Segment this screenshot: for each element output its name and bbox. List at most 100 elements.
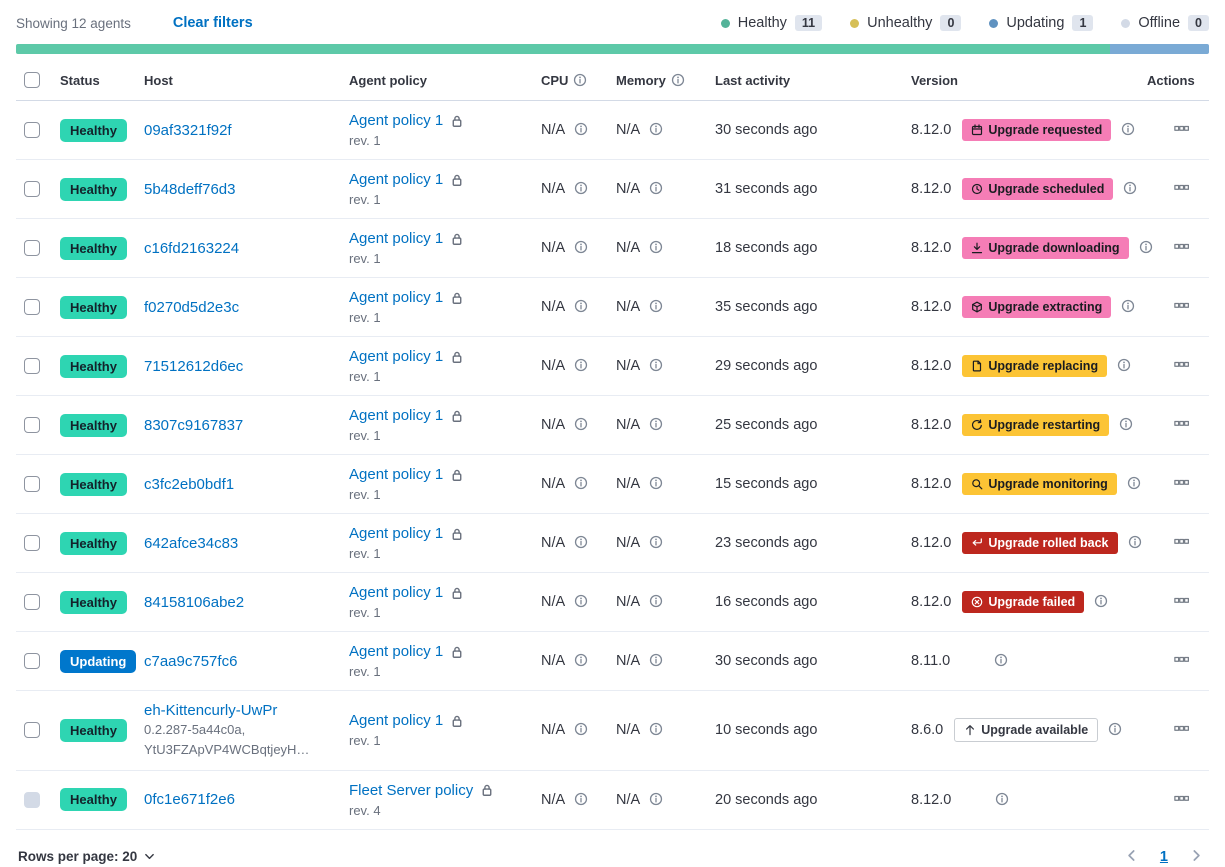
actions-button[interactable] (1170, 176, 1193, 202)
cpu-info-icon[interactable] (574, 653, 588, 667)
cpu-info-icon[interactable] (574, 722, 588, 736)
memory-header-info-icon[interactable] (671, 73, 685, 87)
status-badge: Healthy (60, 177, 127, 201)
actions-button[interactable] (1170, 717, 1193, 743)
row-checkbox[interactable] (24, 417, 40, 433)
host-link[interactable]: c7aa9c757fc6 (144, 652, 238, 670)
column-header-actions: Actions (1147, 59, 1209, 101)
host-link[interactable]: c16fd2163224 (144, 239, 240, 257)
row-checkbox[interactable] (24, 594, 40, 610)
upgrade-info-icon[interactable] (1128, 535, 1142, 549)
select-all-checkbox[interactable] (24, 72, 40, 88)
agent-policy-link[interactable]: Agent policy 1 (349, 466, 444, 483)
host-link[interactable]: c3fc2eb0bdf1 (144, 475, 235, 493)
actions-button[interactable] (1170, 530, 1193, 556)
row-checkbox[interactable] (24, 299, 40, 315)
cpu-info-icon[interactable] (574, 417, 588, 431)
host-link[interactable]: 642afce34c83 (144, 534, 239, 552)
row-checkbox[interactable] (24, 535, 40, 551)
upgrade-info-icon[interactable] (994, 653, 1008, 667)
cpu-info-icon[interactable] (574, 594, 588, 608)
row-checkbox[interactable] (24, 476, 40, 492)
agent-policy-link[interactable]: Agent policy 1 (349, 643, 444, 660)
agent-policy-link[interactable]: Agent policy 1 (349, 407, 444, 424)
actions-button[interactable] (1170, 589, 1193, 615)
agent-policy-link[interactable]: Agent policy 1 (349, 289, 444, 306)
upgrade-info-icon[interactable] (1121, 122, 1135, 136)
agent-policy-link[interactable]: Agent policy 1 (349, 230, 444, 247)
host-link[interactable]: 84158106abe2 (144, 593, 245, 611)
upgrade-info-icon[interactable] (995, 792, 1009, 806)
agent-policy-link[interactable]: Agent policy 1 (349, 712, 444, 730)
previous-page-button[interactable] (1121, 847, 1142, 867)
memory-info-icon[interactable] (649, 181, 663, 195)
actions-button[interactable] (1170, 471, 1193, 497)
memory-info-icon[interactable] (649, 417, 663, 431)
memory-info-icon[interactable] (649, 535, 663, 549)
row-checkbox[interactable] (24, 653, 40, 669)
actions-button[interactable] (1170, 412, 1193, 438)
row-checkbox[interactable] (24, 122, 40, 138)
cpu-info-icon[interactable] (574, 535, 588, 549)
clear-filters-button[interactable]: Clear filters (172, 15, 253, 31)
memory-info-icon[interactable] (649, 722, 663, 736)
agent-policy-link[interactable]: Agent policy 1 (349, 171, 444, 188)
memory-info-icon[interactable] (649, 792, 663, 806)
upgrade-info-icon[interactable] (1117, 358, 1131, 372)
upgrade-info-icon[interactable] (1094, 594, 1108, 608)
memory-info-icon[interactable] (649, 358, 663, 372)
agent-policy-link[interactable]: Agent policy 1 (349, 348, 444, 365)
upgrade-info-icon[interactable] (1121, 299, 1135, 313)
agent-policy-link[interactable]: Agent policy 1 (349, 112, 444, 129)
cpu-info-icon[interactable] (574, 122, 588, 136)
row-checkbox[interactable] (24, 358, 40, 374)
agent-policy-link[interactable]: Agent policy 1 (349, 525, 444, 542)
memory-info-icon[interactable] (649, 299, 663, 313)
upgrade-info-icon[interactable] (1108, 722, 1122, 736)
memory-info-icon[interactable] (649, 653, 663, 667)
next-page-button[interactable] (1186, 847, 1207, 867)
actions-button[interactable] (1170, 353, 1193, 379)
actions-button[interactable] (1170, 294, 1193, 320)
agent-status-bar (16, 44, 1209, 54)
actions-button[interactable] (1170, 235, 1193, 261)
cpu-info-icon[interactable] (574, 792, 588, 806)
host-link[interactable]: 09af3321f92f (144, 121, 232, 139)
page-1-button[interactable]: 1 (1156, 847, 1172, 867)
host-link[interactable]: 5b48deff76d3 (144, 180, 236, 198)
row-checkbox[interactable] (24, 722, 40, 739)
upgrade-status-badge: Upgrade failed (962, 591, 1085, 613)
upgrade-info-icon[interactable] (1123, 181, 1137, 195)
memory-info-icon[interactable] (649, 476, 663, 490)
agent-policy-link[interactable]: Agent policy 1 (349, 584, 444, 601)
host-link[interactable]: 0fc1e671f2e6 (144, 791, 235, 809)
actions-button[interactable] (1170, 117, 1193, 143)
policy-revision: rev. 1 (349, 428, 381, 443)
cpu-info-icon[interactable] (574, 358, 588, 372)
row-checkbox[interactable] (24, 181, 40, 197)
cpu-info-icon[interactable] (574, 476, 588, 490)
cpu-info-icon[interactable] (574, 240, 588, 254)
agent-policy-link[interactable]: Fleet Server policy (349, 781, 474, 799)
boxes-horizontal-icon (1174, 301, 1189, 316)
upgrade-info-icon[interactable] (1119, 417, 1133, 431)
policy-revision: rev. 1 (349, 310, 381, 325)
memory-info-icon[interactable] (649, 240, 663, 254)
memory-info-icon[interactable] (649, 594, 663, 608)
memory-info-icon[interactable] (649, 122, 663, 136)
cpu-info-icon[interactable] (574, 181, 588, 195)
chevron-left-icon (1125, 849, 1138, 862)
host-link[interactable]: f0270d5d2e3c (144, 298, 240, 316)
last-activity: 30 seconds ago (715, 122, 818, 138)
row-checkbox[interactable] (24, 240, 40, 256)
actions-button[interactable] (1170, 787, 1193, 813)
host-link[interactable]: eh-Kittencurly-UwPr (144, 702, 278, 719)
upgrade-info-icon[interactable] (1127, 476, 1141, 490)
cpu-header-info-icon[interactable] (573, 73, 587, 87)
host-link[interactable]: 71512612d6ec (144, 357, 244, 375)
host-link[interactable]: 8307c9167837 (144, 416, 244, 434)
rows-per-page-button[interactable]: Rows per page: 20 (18, 849, 155, 864)
upgrade-info-icon[interactable] (1139, 240, 1153, 254)
actions-button[interactable] (1170, 648, 1193, 674)
cpu-info-icon[interactable] (574, 299, 588, 313)
